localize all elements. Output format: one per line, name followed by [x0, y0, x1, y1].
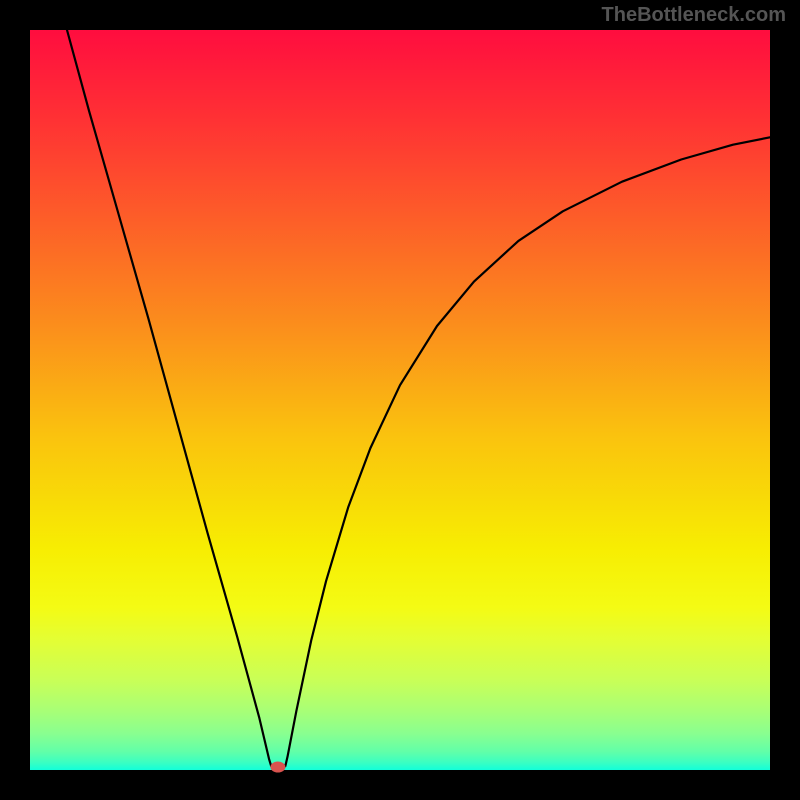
plot-gradient-background — [30, 30, 770, 770]
watermark-text: TheBottleneck.com — [602, 4, 786, 27]
chart-container: TheBottleneck.com — [0, 0, 800, 800]
minimum-marker — [271, 762, 285, 772]
chart-svg — [0, 0, 800, 800]
outer-border — [0, 0, 800, 800]
